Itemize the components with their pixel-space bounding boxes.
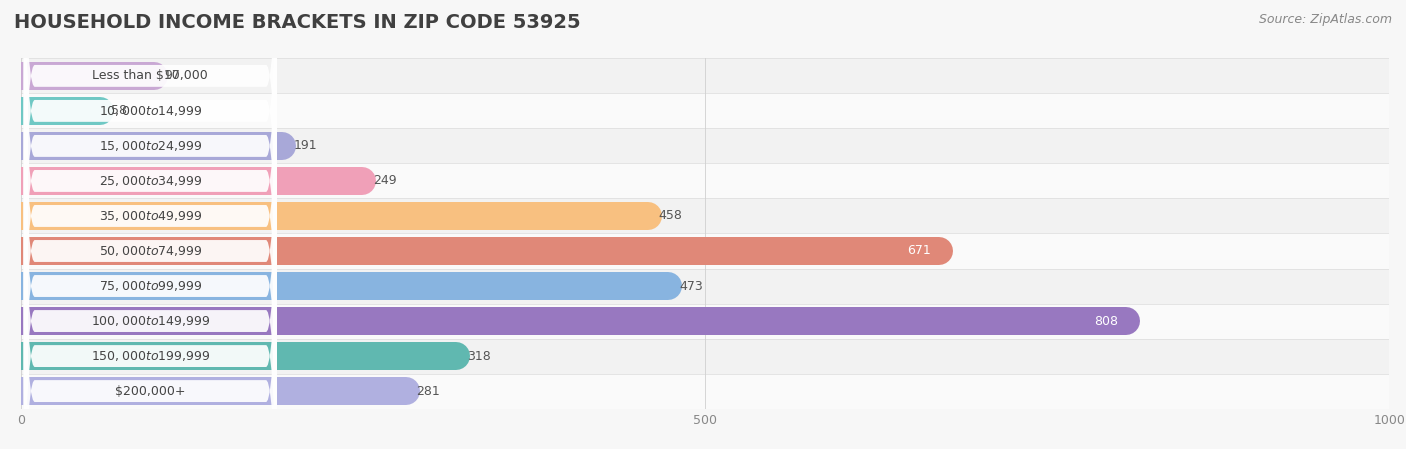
Text: HOUSEHOLD INCOME BRACKETS IN ZIP CODE 53925: HOUSEHOLD INCOME BRACKETS IN ZIP CODE 53… xyxy=(14,13,581,32)
Bar xyxy=(21,58,1389,93)
Bar xyxy=(21,304,1389,339)
FancyBboxPatch shape xyxy=(24,122,277,449)
Text: $10,000 to $14,999: $10,000 to $14,999 xyxy=(98,104,202,118)
Bar xyxy=(21,163,1389,198)
Text: $35,000 to $49,999: $35,000 to $49,999 xyxy=(98,209,202,223)
Text: 191: 191 xyxy=(294,140,316,152)
Text: $75,000 to $99,999: $75,000 to $99,999 xyxy=(98,279,202,293)
Bar xyxy=(21,233,1389,269)
Text: Less than $10,000: Less than $10,000 xyxy=(93,70,208,82)
Bar xyxy=(21,93,1389,128)
Text: 58: 58 xyxy=(111,105,128,117)
Bar xyxy=(21,198,1389,233)
Text: $50,000 to $74,999: $50,000 to $74,999 xyxy=(98,244,202,258)
Text: 808: 808 xyxy=(1094,315,1118,327)
Bar xyxy=(21,374,1389,409)
Text: 458: 458 xyxy=(658,210,682,222)
Text: 473: 473 xyxy=(679,280,703,292)
FancyBboxPatch shape xyxy=(24,0,277,345)
FancyBboxPatch shape xyxy=(24,0,277,449)
FancyBboxPatch shape xyxy=(24,0,277,449)
Text: $15,000 to $24,999: $15,000 to $24,999 xyxy=(98,139,202,153)
Text: 97: 97 xyxy=(165,70,180,82)
Text: 318: 318 xyxy=(467,350,491,362)
Text: $150,000 to $199,999: $150,000 to $199,999 xyxy=(90,349,209,363)
FancyBboxPatch shape xyxy=(24,0,277,380)
FancyBboxPatch shape xyxy=(24,0,277,415)
Text: $200,000+: $200,000+ xyxy=(115,385,186,397)
FancyBboxPatch shape xyxy=(24,0,277,449)
FancyBboxPatch shape xyxy=(24,17,277,449)
FancyBboxPatch shape xyxy=(24,52,277,449)
Text: $25,000 to $34,999: $25,000 to $34,999 xyxy=(98,174,202,188)
FancyBboxPatch shape xyxy=(24,87,277,449)
Text: 249: 249 xyxy=(373,175,396,187)
Text: 281: 281 xyxy=(416,385,440,397)
Bar xyxy=(21,269,1389,304)
Text: Source: ZipAtlas.com: Source: ZipAtlas.com xyxy=(1258,13,1392,26)
Text: $100,000 to $149,999: $100,000 to $149,999 xyxy=(90,314,209,328)
Bar xyxy=(21,128,1389,163)
Text: 671: 671 xyxy=(907,245,931,257)
Bar xyxy=(21,339,1389,374)
